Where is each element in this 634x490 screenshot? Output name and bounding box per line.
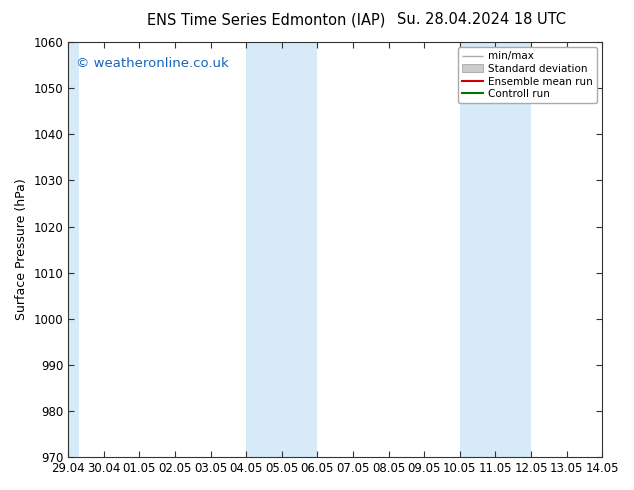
- Y-axis label: Surface Pressure (hPa): Surface Pressure (hPa): [15, 179, 28, 320]
- Bar: [68, 42, 79, 457]
- Bar: [460, 42, 531, 457]
- Text: © weatheronline.co.uk: © weatheronline.co.uk: [76, 56, 229, 70]
- Text: ENS Time Series Edmonton (IAP): ENS Time Series Edmonton (IAP): [147, 12, 385, 27]
- Legend: min/max, Standard deviation, Ensemble mean run, Controll run: min/max, Standard deviation, Ensemble me…: [458, 47, 597, 103]
- Bar: [246, 42, 318, 457]
- Text: Su. 28.04.2024 18 UTC: Su. 28.04.2024 18 UTC: [398, 12, 566, 27]
